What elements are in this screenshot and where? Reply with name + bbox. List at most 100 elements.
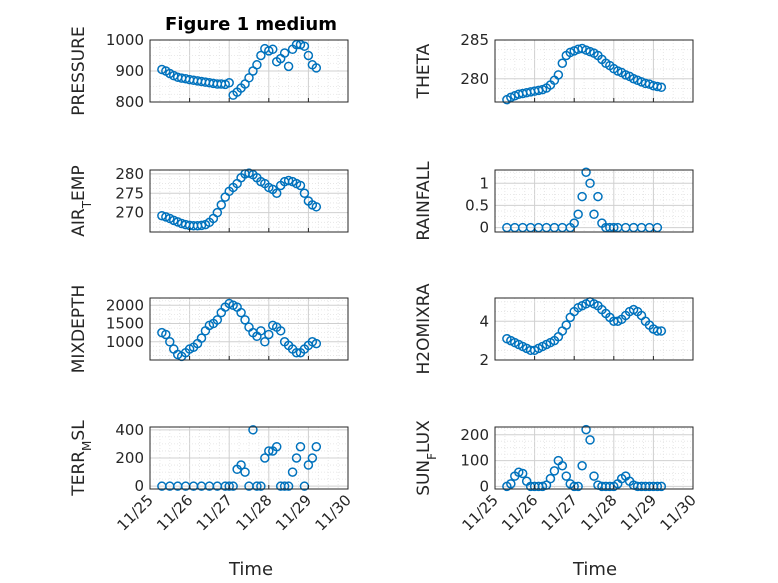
data-point	[252, 481, 262, 491]
data-point	[656, 481, 667, 492]
data-point	[577, 461, 587, 471]
subplot-theta: 285 280 THETA	[414, 31, 694, 105]
y-tick-label: 1000	[106, 31, 144, 49]
data-point	[252, 60, 262, 70]
data-point	[157, 210, 167, 221]
data-point	[652, 326, 663, 336]
y-tick-label: 1	[479, 174, 489, 192]
data-point	[283, 175, 294, 186]
x-axis-label-right: Time	[572, 559, 617, 580]
data-point	[656, 326, 667, 336]
data-point	[268, 44, 278, 55]
x-tick-label: 11/26	[153, 491, 196, 534]
y-tick-label: 275	[115, 184, 144, 202]
data-point	[161, 329, 171, 340]
data-point	[585, 178, 595, 189]
data-point	[517, 468, 528, 479]
data-point	[271, 188, 282, 198]
subplot-sun-flux: 200 100 0 SUNFLUX 11/2511/2611/2711/2811/291…	[414, 420, 700, 535]
y-axis-label: PRESSURE	[69, 26, 89, 115]
data-point	[303, 50, 314, 61]
data-point	[264, 329, 274, 340]
data-point	[165, 337, 175, 347]
y-tick-label: 200	[460, 426, 489, 444]
figure-title: Figure 1 medium	[165, 14, 337, 35]
data-point	[256, 481, 266, 491]
axes-box	[149, 426, 349, 490]
axes-box	[494, 426, 694, 490]
data-point	[256, 50, 266, 61]
y-tick-label: 100	[460, 452, 489, 470]
data-point	[248, 425, 258, 435]
data-point	[256, 326, 266, 336]
data-point	[279, 481, 290, 491]
y-tick-label: 200	[115, 449, 144, 467]
data-point	[656, 82, 667, 93]
x-tick-label: 11/27	[193, 491, 236, 534]
y-axis-label: TERRMSL	[69, 420, 94, 497]
data-point	[589, 471, 599, 481]
data-point	[311, 63, 322, 73]
data-point	[589, 209, 599, 220]
data-point	[299, 188, 310, 198]
data-point	[569, 218, 579, 228]
y-tick-label: 270	[115, 204, 144, 222]
x-tick-label: 11/28	[577, 491, 620, 534]
data-point	[506, 479, 516, 489]
y-tick-label: 900	[115, 62, 144, 80]
data-point	[514, 467, 524, 477]
data-point	[573, 209, 583, 220]
data-point	[545, 473, 556, 484]
data-point	[240, 467, 250, 477]
data-point	[295, 180, 306, 191]
data-point	[264, 446, 274, 456]
data-point	[307, 453, 318, 463]
data-point	[291, 453, 302, 463]
data-point	[553, 70, 564, 80]
data-point	[577, 191, 587, 202]
y-tick-label: 2	[479, 351, 489, 369]
subplot-h2omixra: 4 2 H2OMIXRA	[414, 283, 694, 375]
data-point	[287, 467, 298, 477]
x-tick-label: 11/29	[617, 491, 660, 534]
data-point	[260, 337, 270, 347]
y-tick-label: 1500	[106, 315, 144, 333]
data-point	[561, 320, 572, 330]
data-point	[311, 338, 322, 349]
data-point	[557, 58, 568, 68]
data-point	[275, 326, 286, 336]
data-point	[291, 347, 302, 358]
y-tick-label: 400	[115, 421, 144, 439]
data-point	[236, 307, 246, 318]
x-tick-label: 11/30	[657, 491, 700, 534]
y-axis-label: THETA	[414, 43, 434, 99]
data-point	[569, 481, 579, 492]
data-point	[240, 315, 250, 325]
data-point	[196, 333, 207, 343]
data-point	[549, 466, 560, 476]
y-tick-label: 0	[479, 219, 489, 237]
data-point	[244, 73, 254, 83]
y-axis-label: SUNFLUX	[414, 420, 439, 496]
axes-box	[149, 39, 349, 103]
data-point	[236, 460, 246, 470]
x-tick-label: 11/29	[272, 491, 315, 534]
y-tick-label: 0	[479, 477, 489, 495]
data-point	[581, 424, 591, 435]
data-point	[561, 471, 572, 481]
axes-box	[149, 169, 349, 233]
data-point	[212, 207, 223, 218]
data-point	[581, 167, 591, 177]
data-point	[279, 48, 290, 58]
y-tick-label: 280	[115, 165, 144, 183]
y-tick-label: 2000	[106, 296, 144, 314]
x-tick-label: 11/26	[498, 491, 541, 534]
x-tick-label: 11/25	[114, 491, 157, 534]
data-point	[283, 481, 294, 491]
x-axis-label-left: Time	[228, 559, 273, 580]
data-point	[196, 220, 207, 231]
data-point	[311, 441, 322, 452]
